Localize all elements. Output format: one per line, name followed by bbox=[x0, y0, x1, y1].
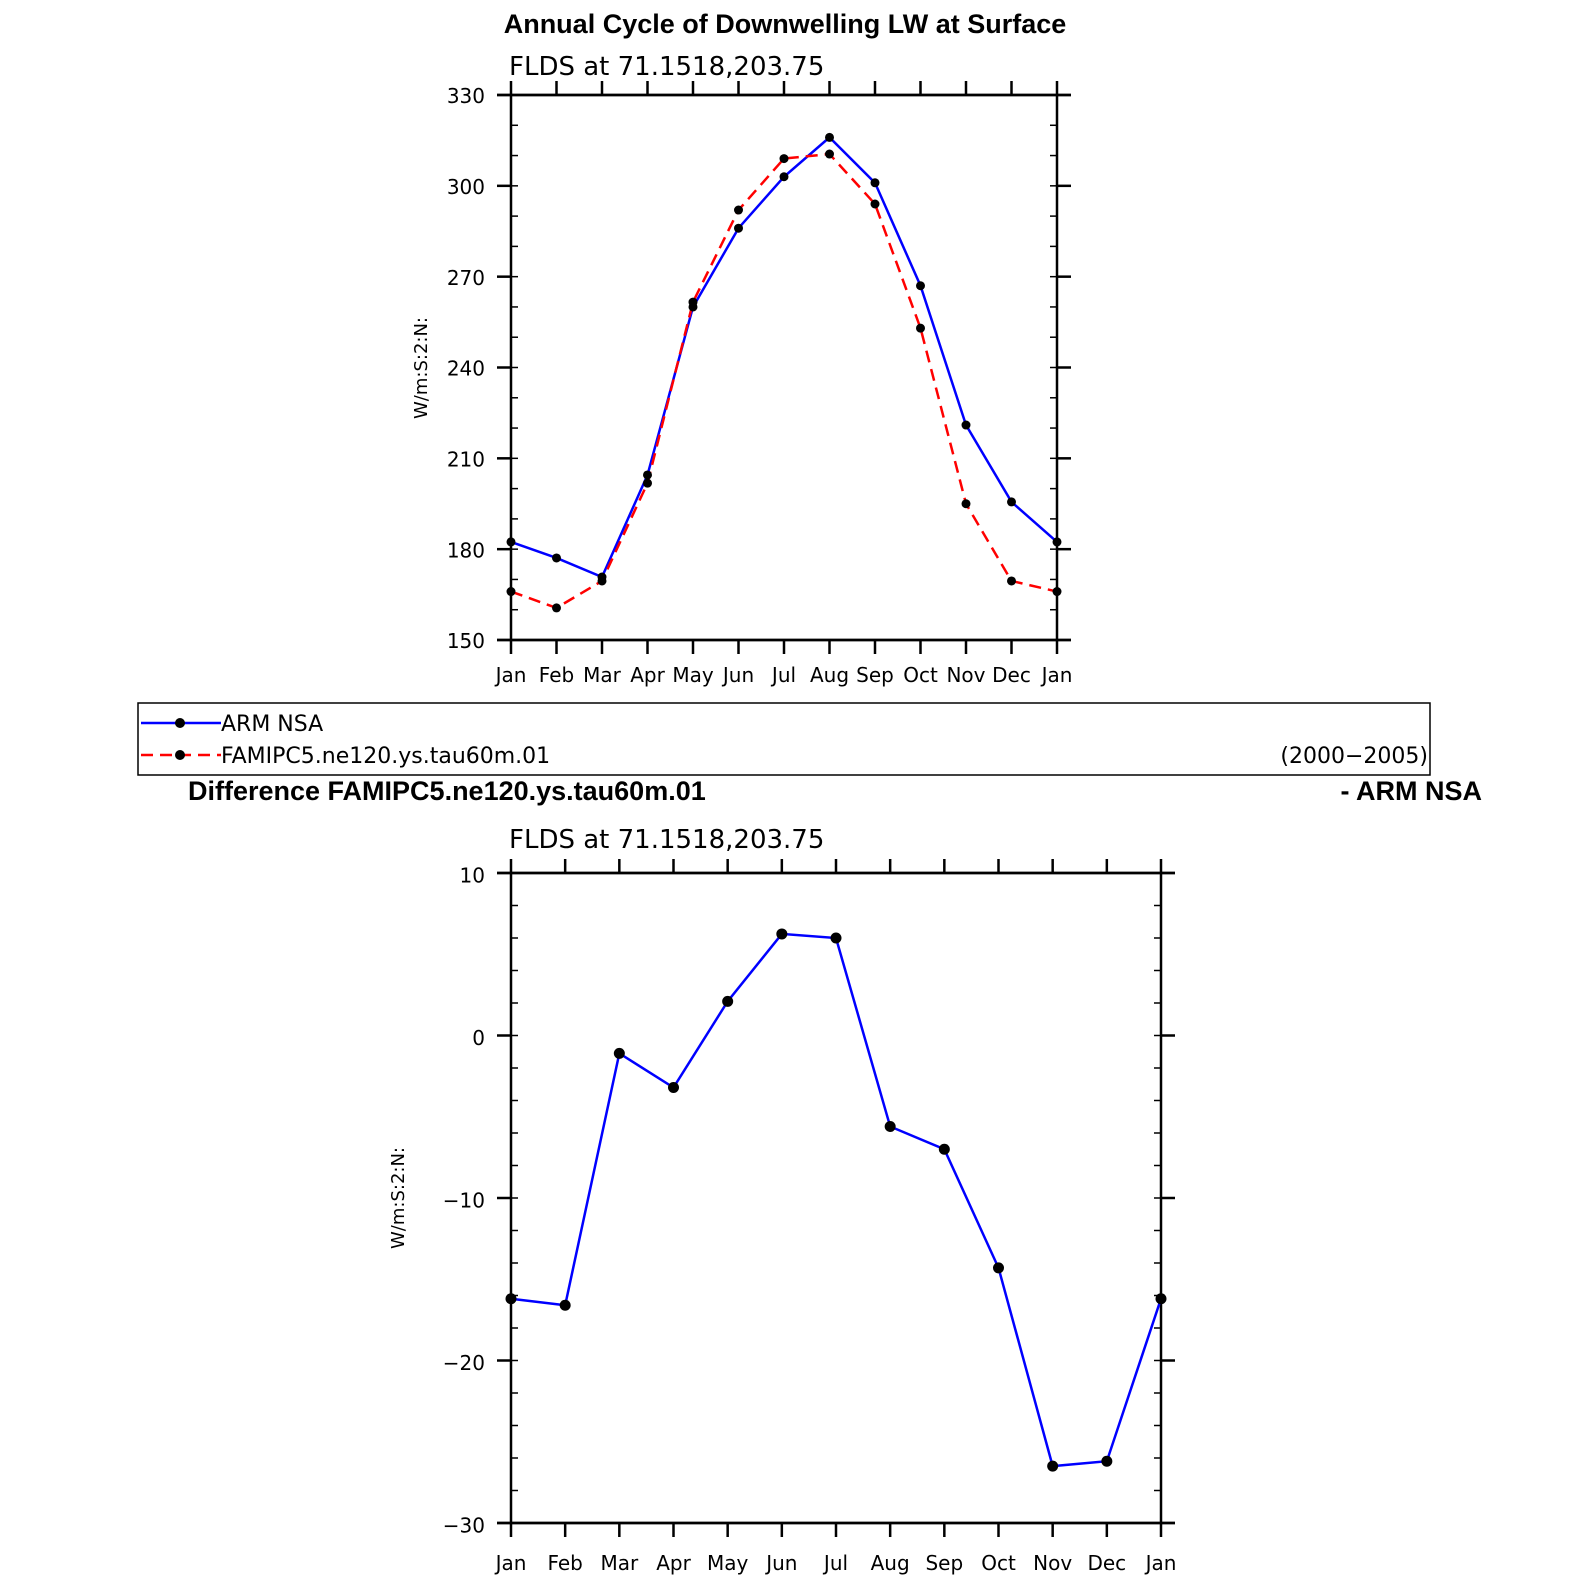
top-y-tick-label: 330 bbox=[447, 84, 485, 108]
top-series-line-0 bbox=[510, 135, 1058, 579]
bottom-data-point-0 bbox=[884, 1121, 896, 1132]
bottom-x-tick-label: Aug bbox=[871, 1551, 910, 1575]
top-data-point-0 bbox=[552, 553, 561, 563]
bottom-x-tick-label: Jun bbox=[764, 1551, 797, 1575]
legend-marker-arm bbox=[175, 718, 185, 728]
top-x-tick-label: Sep bbox=[856, 663, 894, 687]
legend: ARM NSA FAMIPC5.ne120.ys.tau60m.01 (2000… bbox=[137, 702, 1431, 776]
bottom-data-point-0 bbox=[722, 995, 734, 1007]
top-data-point-1 bbox=[1052, 587, 1062, 597]
legend-label-model: FAMIPC5.ne120.ys.tau60m.01 bbox=[221, 744, 550, 769]
bottom-x-tick-label: May bbox=[707, 1551, 749, 1575]
top-series-line-1 bbox=[510, 152, 1058, 610]
bottom-x-tick-label: Feb bbox=[547, 1551, 582, 1575]
top-x-tick-label: Apr bbox=[630, 663, 665, 687]
bottom-data-point-0 bbox=[1101, 1455, 1113, 1467]
legend-period: (2000−2005) bbox=[1280, 744, 1428, 769]
bottom-y-axis-label: W/m:S:2:N: bbox=[388, 1147, 409, 1249]
bottom-x-tick-label: Jul bbox=[822, 1551, 848, 1575]
top-y-tick-label: 180 bbox=[447, 538, 485, 562]
top-y-tick-label: 210 bbox=[447, 447, 485, 471]
top-data-point-1 bbox=[552, 603, 561, 613]
top-x-tick-label: Mar bbox=[583, 663, 622, 687]
top-data-point-0 bbox=[506, 537, 516, 547]
top-data-point-1 bbox=[1007, 576, 1016, 586]
legend-box bbox=[137, 702, 1431, 776]
top-data-point-1 bbox=[961, 499, 971, 509]
bottom-x-tick-label: Dec bbox=[1087, 1551, 1126, 1575]
top-data-point-1 bbox=[916, 323, 925, 333]
top-data-point-1 bbox=[643, 478, 652, 488]
bottom-x-tick-label: Jan bbox=[494, 1551, 527, 1575]
top-chart-subtitle: FLDS at 71.1518,203.75 bbox=[509, 52, 824, 82]
top-data-point-0 bbox=[1052, 537, 1062, 547]
bottom-x-tick-label: Mar bbox=[600, 1551, 639, 1575]
bottom-data-point-0 bbox=[559, 1299, 571, 1311]
top-data-point-0 bbox=[643, 470, 652, 480]
bottom-chart-title-left: Difference FAMIPC5.ne120.ys.tau60m.01 bbox=[188, 776, 706, 806]
bottom-plot-area: Jan Feb Mar Apr May Jun Jul Aug Sep Oct Nov Dec Jan−… bbox=[443, 859, 1177, 1575]
top-data-point-0 bbox=[961, 420, 971, 430]
top-data-point-0 bbox=[734, 223, 743, 233]
bottom-series-line-0 bbox=[510, 932, 1163, 1468]
bottom-y-tick-label: −30 bbox=[443, 1514, 485, 1538]
top-x-tick-label: Dec bbox=[992, 663, 1031, 687]
bottom-y-tick-label: 10 bbox=[460, 864, 485, 888]
legend-label-arm: ARM NSA bbox=[221, 712, 323, 737]
bottom-y-tick-label: −20 bbox=[443, 1351, 485, 1375]
bottom-x-tick-label: Nov bbox=[1033, 1551, 1072, 1575]
bottom-x-tick-label: Oct bbox=[981, 1551, 1016, 1575]
top-x-tick-label: Jan bbox=[1040, 663, 1073, 687]
top-data-point-0 bbox=[1007, 497, 1016, 507]
bottom-plot-frame bbox=[509, 871, 1163, 1525]
top-data-point-1 bbox=[870, 199, 880, 209]
top-data-point-1 bbox=[597, 576, 607, 586]
top-x-tick-label: May bbox=[672, 663, 714, 687]
legend-marker-model bbox=[175, 750, 185, 760]
top-data-point-1 bbox=[779, 154, 789, 164]
top-y-tick-label: 270 bbox=[447, 266, 485, 290]
bottom-chart-title-right: - ARM NSA bbox=[1341, 776, 1483, 806]
bottom-data-point-0 bbox=[938, 1143, 950, 1155]
top-data-point-0 bbox=[870, 178, 880, 188]
top-x-tick-label: Feb bbox=[539, 663, 574, 687]
top-data-point-1 bbox=[506, 587, 516, 597]
top-x-tick-label: Nov bbox=[946, 663, 985, 687]
bottom-data-point-0 bbox=[1155, 1293, 1167, 1305]
top-x-tick-label: Aug bbox=[810, 663, 849, 687]
bottom-x-tick-label: Apr bbox=[656, 1551, 691, 1575]
top-y-axis-label: W/m:S:2:N: bbox=[411, 317, 432, 419]
bottom-chart-subtitle: FLDS at 71.1518,203.75 bbox=[509, 825, 824, 855]
top-x-tick-label: Jun bbox=[721, 663, 754, 687]
bottom-y-tick-label: 0 bbox=[472, 1026, 485, 1050]
bottom-data-point-0 bbox=[505, 1293, 517, 1305]
top-data-point-1 bbox=[734, 205, 743, 215]
bottom-x-tick-label: Sep bbox=[925, 1551, 963, 1575]
top-data-point-1 bbox=[688, 297, 698, 307]
top-y-tick-label: 240 bbox=[447, 357, 485, 381]
top-plot-area: Jan Feb Mar Apr May Jun Jul Aug Sep Oct Nov Dec Jan 1… bbox=[447, 81, 1073, 687]
top-x-tick-label: Jul bbox=[770, 663, 796, 687]
top-y-tick-label: 300 bbox=[447, 175, 485, 199]
bottom-data-point-0 bbox=[830, 932, 842, 944]
bottom-data-point-0 bbox=[993, 1262, 1004, 1274]
bottom-data-point-0 bbox=[668, 1082, 679, 1093]
top-data-point-0 bbox=[825, 132, 834, 142]
bottom-x-tick-label: Jan bbox=[1144, 1551, 1177, 1575]
bottom-data-point-0 bbox=[1047, 1460, 1059, 1472]
top-x-tick-label: Oct bbox=[903, 663, 938, 687]
top-data-point-1 bbox=[825, 149, 834, 159]
top-y-tick-label: 150 bbox=[447, 629, 485, 653]
bottom-data-point-0 bbox=[776, 928, 788, 940]
bottom-y-tick-label: −10 bbox=[443, 1189, 485, 1213]
top-chart-title: Annual Cycle of Downwelling LW at Surfac… bbox=[504, 9, 1067, 39]
bottom-data-point-0 bbox=[613, 1047, 625, 1059]
top-data-point-0 bbox=[779, 172, 789, 182]
top-data-point-0 bbox=[916, 281, 925, 291]
top-x-tick-label: Jan bbox=[494, 663, 527, 687]
